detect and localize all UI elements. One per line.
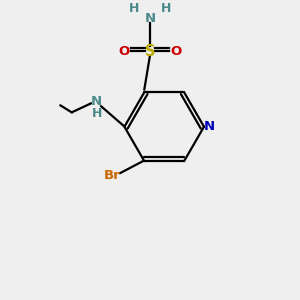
Text: O: O bbox=[118, 44, 129, 58]
Text: H: H bbox=[160, 2, 171, 15]
Text: H: H bbox=[129, 2, 140, 15]
Text: N: N bbox=[144, 12, 156, 25]
Text: Br: Br bbox=[103, 169, 120, 182]
Text: N: N bbox=[90, 94, 102, 108]
Text: H: H bbox=[92, 107, 103, 120]
Text: O: O bbox=[171, 44, 182, 58]
Text: S: S bbox=[145, 44, 155, 59]
Text: N: N bbox=[203, 120, 215, 133]
